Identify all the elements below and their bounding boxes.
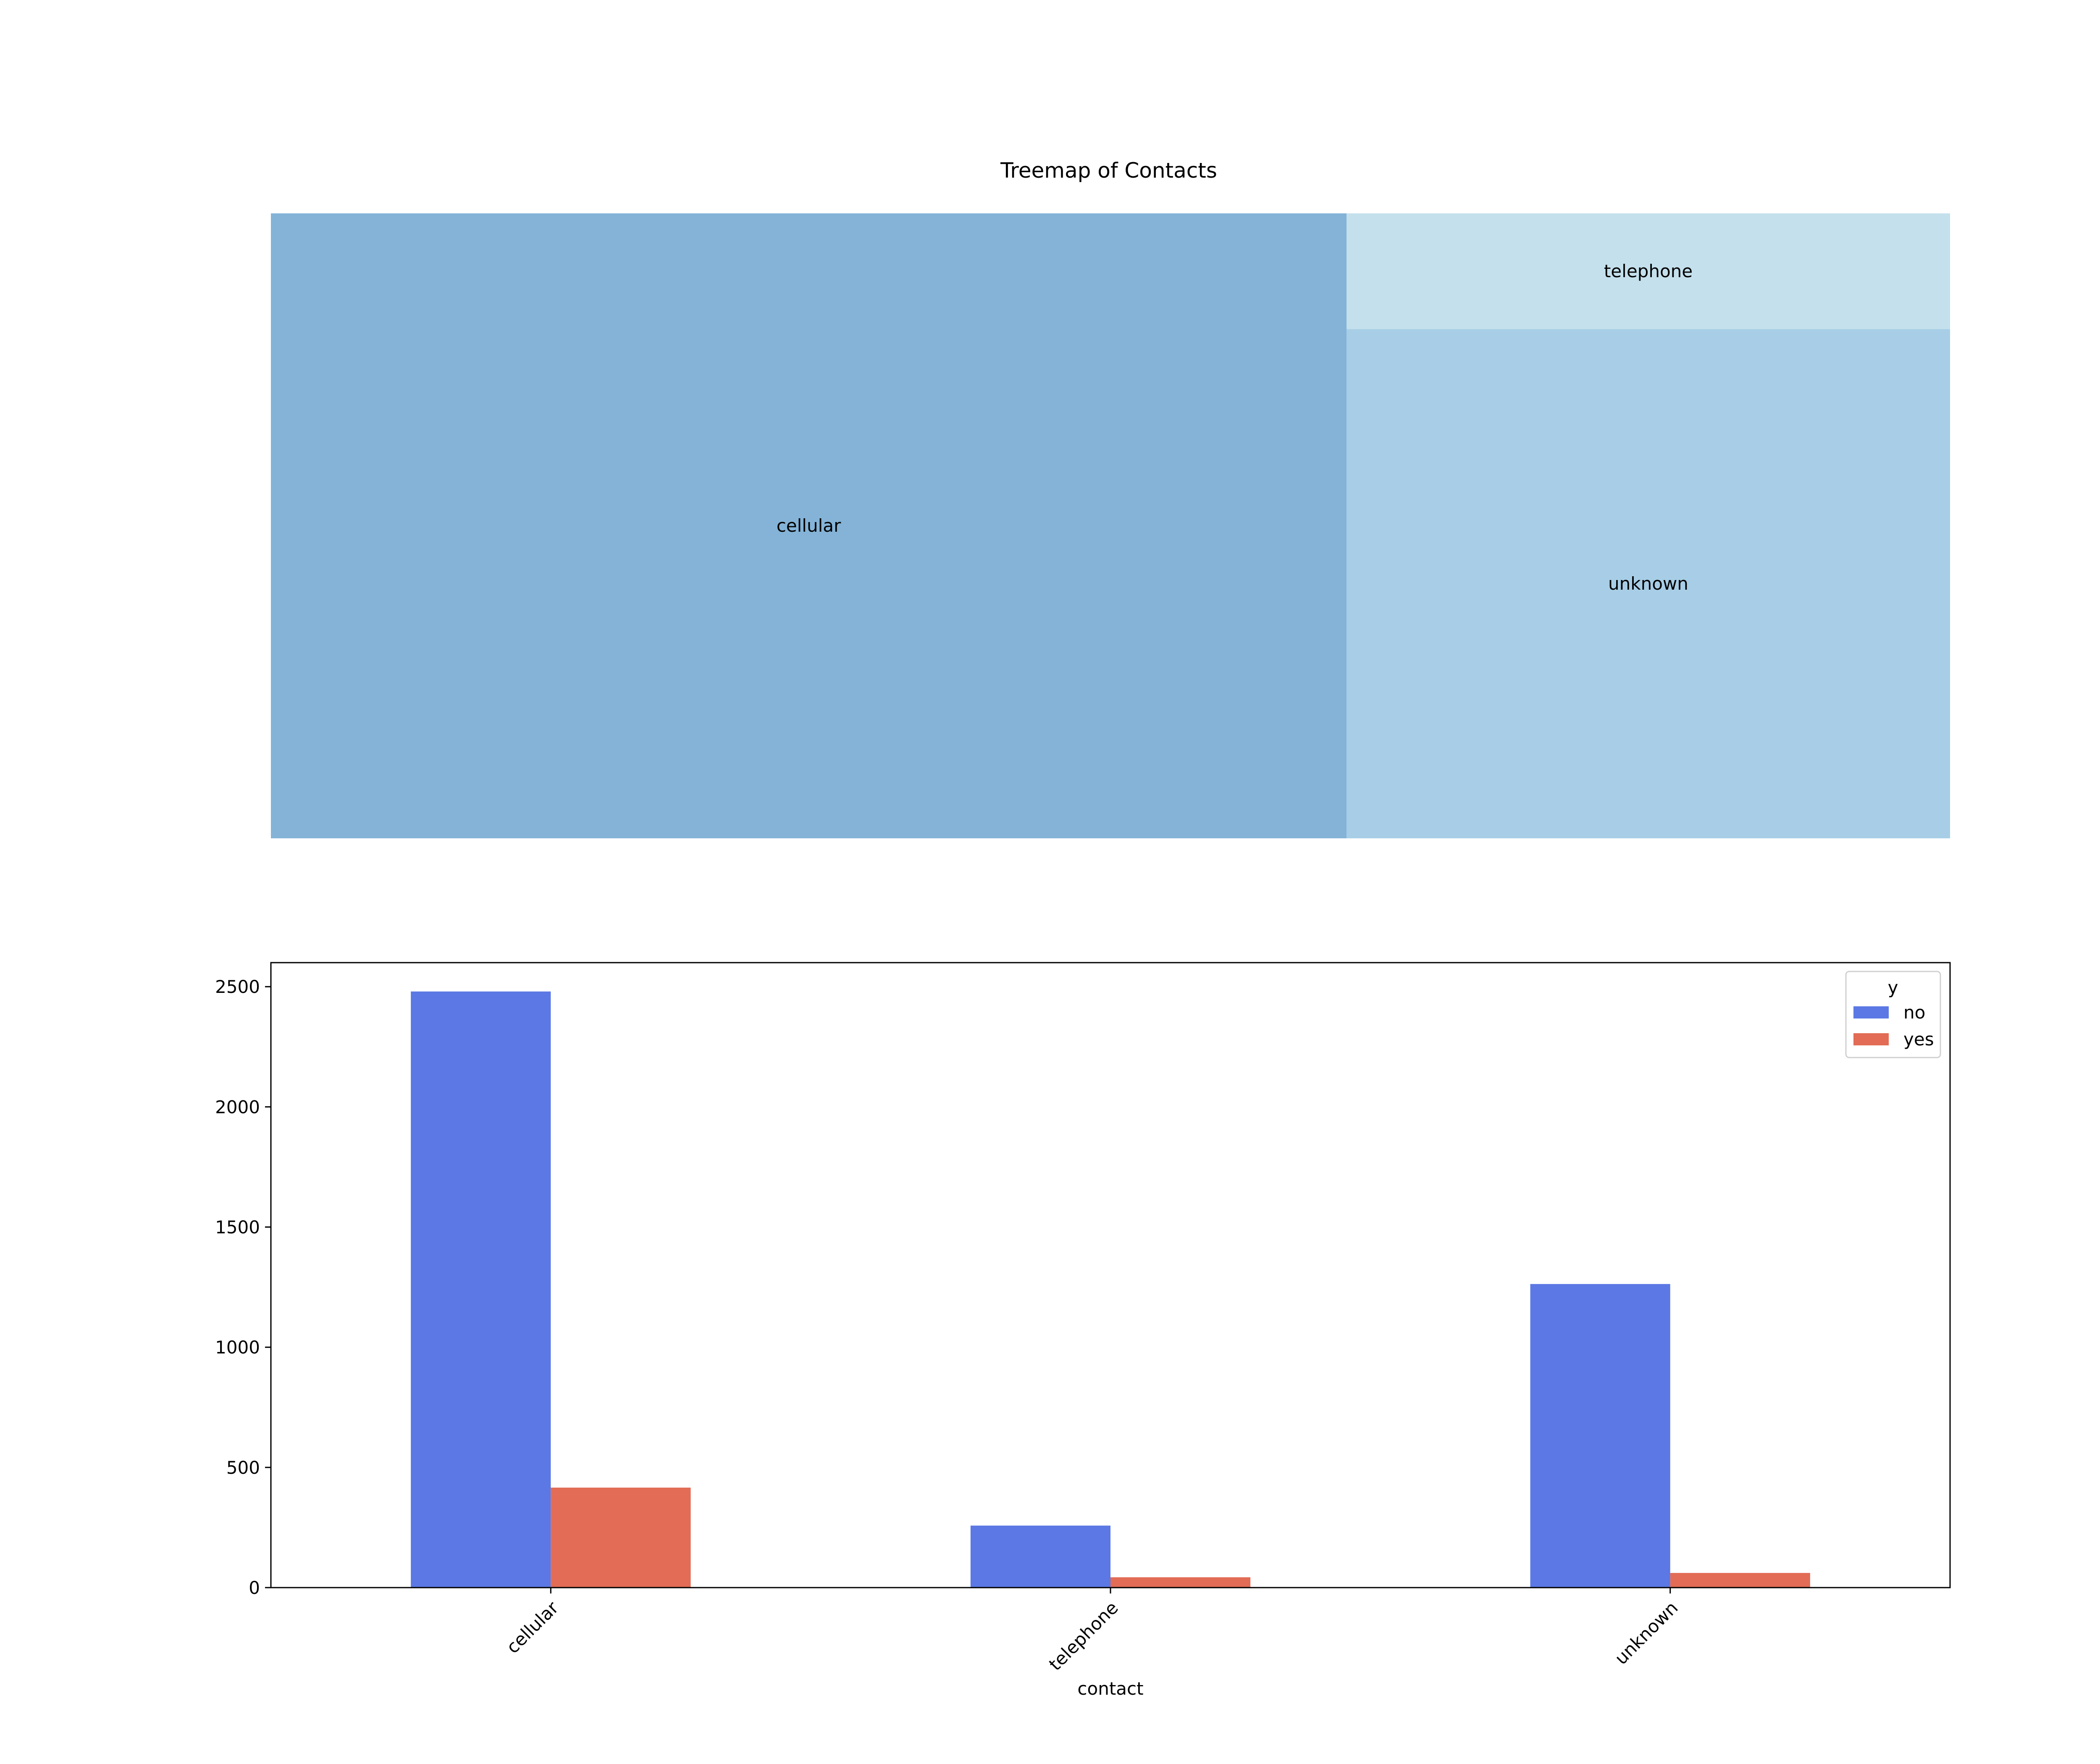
y-tick-label: 500 [226, 1457, 260, 1478]
y-tick-label: 2000 [215, 1097, 260, 1117]
y-tick-label: 1500 [215, 1217, 260, 1238]
bar-telephone-yes [1110, 1577, 1251, 1588]
legend-title: y [1888, 977, 1898, 998]
legend-label-no: no [1903, 1002, 1925, 1023]
y-tick-label: 0 [249, 1578, 260, 1598]
x-axis-label: contact [1077, 1678, 1143, 1699]
bar-unknown-no [1530, 1284, 1670, 1588]
treemap-label-cellular: cellular [777, 515, 841, 536]
legend-swatch-yes [1853, 1033, 1889, 1045]
treemap-label-telephone: telephone [1604, 261, 1693, 281]
bar-cellular-yes [551, 1487, 691, 1588]
legend-swatch-no [1853, 1006, 1889, 1018]
axes-frame [270, 962, 1951, 1588]
bar-unknown-yes [1670, 1573, 1810, 1588]
treemap-cell-telephone [1346, 213, 1950, 329]
y-tick-label: 1000 [215, 1337, 260, 1358]
y-axis: 0 500 1000 1500 2000 2500 [215, 976, 271, 1598]
treemap: cellular telephone unknown [271, 213, 1950, 838]
bar-telephone-no [970, 1525, 1110, 1588]
treemap-cell-unknown [1346, 329, 1950, 838]
y-tick-label: 2500 [215, 976, 260, 997]
treemap-cell-cellular [271, 213, 1347, 838]
treemap-title: Treemap of Contacts [1000, 158, 1217, 183]
legend-label-yes: yes [1903, 1029, 1934, 1050]
bars [411, 991, 1810, 1588]
treemap-label-unknown: unknown [1608, 573, 1688, 594]
bar-cellular-no [411, 991, 551, 1588]
legend: y no yes [1845, 971, 1941, 1058]
